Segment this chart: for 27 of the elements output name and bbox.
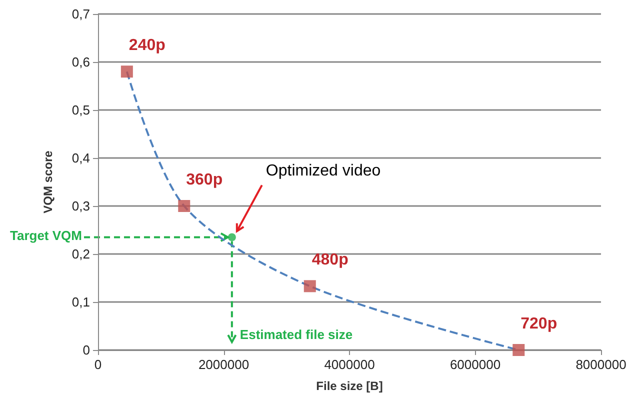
annotation: 720p (520, 316, 558, 332)
y-tick-label: 0,2 (72, 246, 90, 262)
annotation: Estimated file size (240, 327, 353, 342)
point (304, 280, 316, 292)
x-tick-label: 0 (94, 357, 102, 372)
x-tick-label: 6000000 (450, 357, 501, 372)
annotation: 480p (312, 252, 349, 269)
x-tick-label: 8000000 (576, 357, 626, 372)
y-tick-label: 0,3 (72, 198, 90, 214)
y-axis-title: VQM score (41, 150, 55, 214)
point (228, 233, 236, 242)
y-tick-label: 0 (82, 342, 90, 358)
x-axis-title: File size [B] (316, 379, 383, 393)
y-tick-label: 0,7 (72, 6, 90, 22)
x-tick-label: 4000000 (324, 357, 375, 372)
point (512, 344, 525, 356)
point (120, 66, 133, 78)
y-tick-label: 0,5 (72, 102, 90, 118)
annotation: Optimized video (266, 162, 381, 180)
y-tick-label: 0,6 (72, 54, 90, 70)
point (178, 200, 190, 212)
y-tick-label: 0,1 (72, 294, 90, 310)
x-tick-label: 2000000 (198, 357, 250, 372)
annotation: Target VQM (10, 228, 82, 244)
y-tick-label: 0,4 (72, 150, 90, 166)
annotation: 240p (128, 37, 166, 54)
annotation: 360p (186, 172, 223, 188)
